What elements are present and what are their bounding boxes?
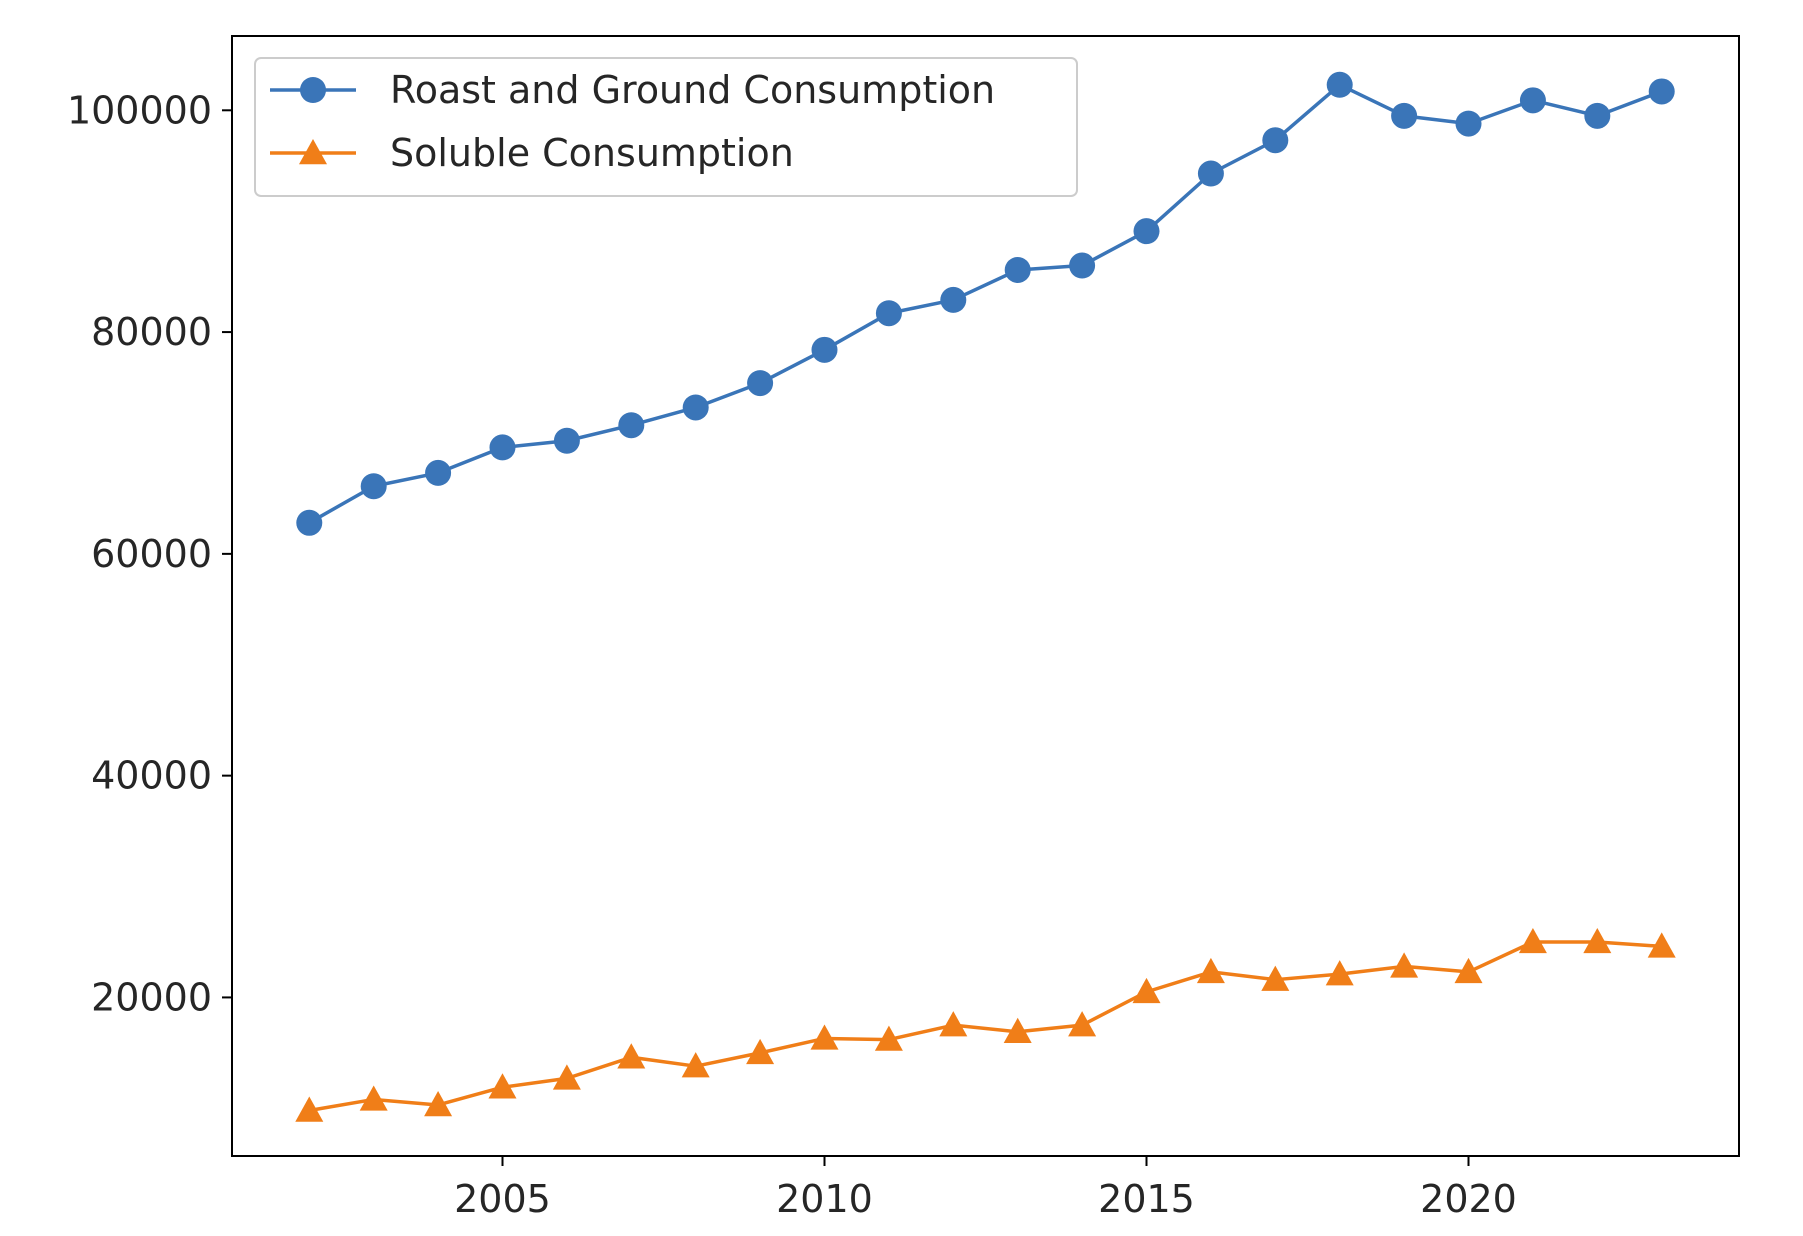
data-point-soluble-2020 xyxy=(1454,957,1483,984)
data-point-soluble-2016 xyxy=(1196,957,1225,984)
legend-label-roast-ground: Roast and Ground Consumption xyxy=(390,68,995,112)
data-point-soluble-2017 xyxy=(1261,965,1290,991)
plot-frame xyxy=(231,35,1740,1157)
x-tick-label-2005: 2005 xyxy=(454,1177,551,1221)
x-axis: 2005 2010 2015 2020 xyxy=(454,1156,1517,1221)
data-point-roast-ground-2018 xyxy=(1326,71,1353,98)
data-point-soluble-2015 xyxy=(1132,977,1161,1004)
data-point-roast-ground-2023 xyxy=(1648,78,1675,105)
legend-box xyxy=(254,57,1078,197)
data-point-roast-ground-2022 xyxy=(1584,102,1611,129)
series-layer xyxy=(295,71,1676,1122)
series-soluble xyxy=(295,927,1676,1122)
y-tick-label-60000: 60000 xyxy=(91,532,212,576)
data-point-soluble-2009 xyxy=(746,1038,775,1065)
data-point-roast-ground-2015 xyxy=(1133,218,1160,245)
data-point-soluble-2007 xyxy=(617,1043,646,1069)
data-point-soluble-2019 xyxy=(1390,952,1419,978)
data-point-roast-ground-2003 xyxy=(360,473,387,500)
data-point-soluble-2023 xyxy=(1647,932,1676,958)
data-point-soluble-2014 xyxy=(1068,1011,1097,1037)
data-point-roast-ground-2006 xyxy=(553,427,580,454)
data-point-soluble-2008 xyxy=(681,1052,710,1078)
data-point-roast-ground-2016 xyxy=(1197,160,1224,187)
data-point-soluble-2011 xyxy=(874,1025,903,1051)
data-point-soluble-2022 xyxy=(1583,927,1612,954)
data-point-soluble-2012 xyxy=(939,1011,968,1037)
data-point-roast-ground-2007 xyxy=(618,412,645,439)
legend-entries: Roast and Ground Consumption Soluble Cons… xyxy=(270,68,995,175)
data-point-roast-ground-2008 xyxy=(682,394,709,421)
data-point-soluble-2003 xyxy=(359,1085,388,1111)
data-point-roast-ground-2013 xyxy=(1004,256,1031,283)
data-point-soluble-2018 xyxy=(1325,960,1354,986)
data-point-roast-ground-2020 xyxy=(1455,110,1482,137)
data-point-roast-ground-2012 xyxy=(940,286,967,313)
data-point-soluble-2005 xyxy=(488,1073,517,1099)
series-line-roast-ground xyxy=(308,83,1663,525)
data-point-roast-ground-2014 xyxy=(1069,252,1096,279)
x-tick-label-2010: 2010 xyxy=(776,1177,873,1221)
y-tick-label-40000: 40000 xyxy=(91,754,212,798)
data-point-roast-ground-2011 xyxy=(875,300,902,327)
data-point-roast-ground-2004 xyxy=(425,459,452,486)
legend-label-soluble: Soluble Consumption xyxy=(390,131,794,175)
data-point-roast-ground-2021 xyxy=(1519,87,1546,114)
data-point-roast-ground-2019 xyxy=(1391,102,1418,129)
data-point-soluble-2021 xyxy=(1518,927,1547,954)
data-point-roast-ground-2009 xyxy=(747,370,774,397)
legend-entry-soluble: Soluble Consumption xyxy=(270,131,794,175)
data-point-soluble-2002 xyxy=(295,1096,324,1122)
data-point-roast-ground-2017 xyxy=(1262,127,1289,154)
series-roast-ground xyxy=(296,71,1675,536)
data-point-roast-ground-2005 xyxy=(489,434,516,461)
y-tick-label-20000: 20000 xyxy=(91,975,212,1019)
y-axis: 20000 40000 60000 80000 100000 xyxy=(67,88,232,1019)
legend-entry-roast-ground: Roast and Ground Consumption xyxy=(270,68,995,112)
data-point-roast-ground-2010 xyxy=(811,336,838,363)
legend-marker-soluble xyxy=(299,139,327,165)
y-tick-label-100000: 100000 xyxy=(67,88,212,132)
data-point-soluble-2004 xyxy=(424,1090,453,1117)
x-tick-label-2015: 2015 xyxy=(1098,1177,1195,1221)
data-point-roast-ground-2002 xyxy=(296,509,323,536)
legend: Roast and Ground Consumption Soluble Cons… xyxy=(254,57,1078,197)
data-point-soluble-2010 xyxy=(810,1024,839,1050)
legend-marker-roast-ground xyxy=(300,77,326,103)
data-point-soluble-2013 xyxy=(1003,1017,1032,1044)
data-point-soluble-2006 xyxy=(552,1064,581,1090)
x-tick-label-2020: 2020 xyxy=(1420,1177,1517,1221)
series-line-soluble xyxy=(308,940,1662,1113)
y-tick-label-80000: 80000 xyxy=(91,310,212,354)
plot-background xyxy=(232,36,1739,1156)
